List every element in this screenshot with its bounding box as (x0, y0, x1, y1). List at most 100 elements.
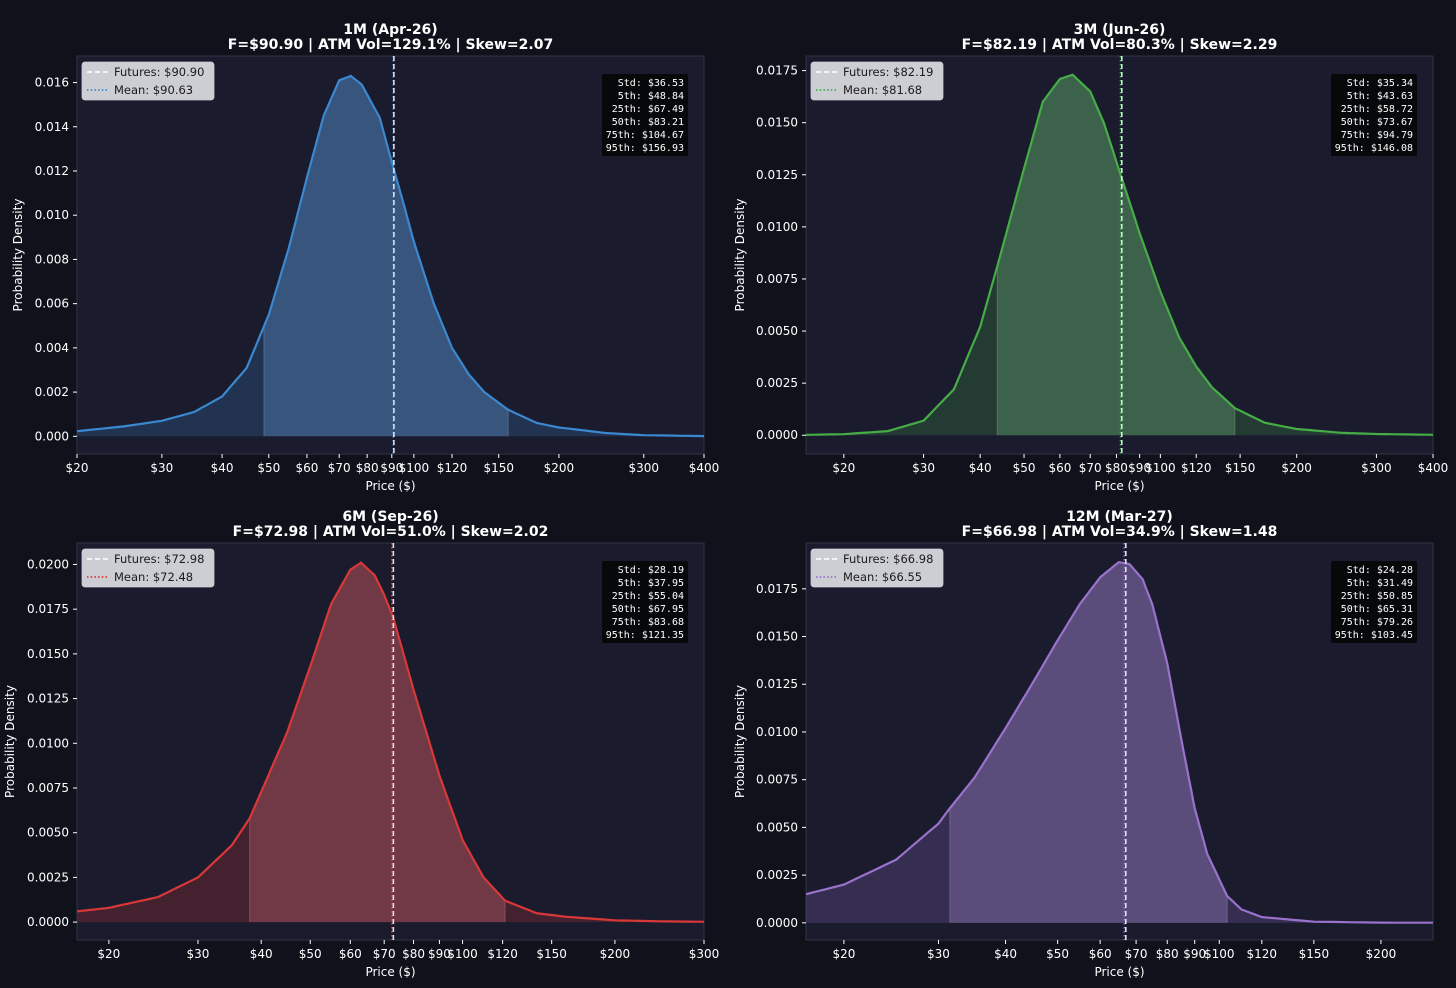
legend-futures-label: Futures: $72.98 (114, 552, 204, 566)
x-tick-label: $90 (1183, 947, 1206, 961)
legend: Futures: $90.90 Mean: $90.63 (81, 61, 215, 101)
x-tick-label: $100 (1204, 947, 1235, 961)
x-tick-label: $70 (373, 947, 396, 961)
x-tick-label: $300 (689, 947, 720, 961)
central-range-tint (949, 562, 1228, 923)
x-tick-label: $90 (1128, 461, 1151, 475)
y-tick-label: 0.0200 (27, 557, 69, 571)
x-tick-label: $300 (1361, 461, 1392, 475)
stats-line: 50th: $73.67 (1341, 117, 1413, 128)
chart-title: 1M (Apr-26) (343, 22, 437, 38)
stats-line: Std: $28.19 (618, 565, 684, 576)
x-tick-label: $50 (299, 947, 322, 961)
chart-subtitle: F=$72.98 | ATM Vol=51.0% | Skew=2.02 (233, 524, 549, 540)
y-tick-label: 0.0050 (756, 820, 798, 834)
x-tick-label: $120 (437, 461, 468, 475)
x-tick-label: $20 (832, 947, 855, 961)
y-tick-label: 0.016 (35, 76, 69, 90)
stats-line: 5th: $37.95 (618, 578, 684, 589)
stats-line: 5th: $31.49 (1347, 578, 1413, 589)
y-tick-label: 0.0175 (756, 64, 798, 78)
x-axis-label: Price ($) (1094, 965, 1144, 979)
legend-futures-label: Futures: $90.90 (114, 65, 204, 79)
y-tick-label: 0.0175 (27, 602, 69, 616)
stats-line: 50th: $65.31 (1341, 604, 1413, 615)
stats-box: Std: $36.53 5th: $48.84 25th: $67.49 50th: … (602, 74, 688, 156)
chart-subtitle: F=$82.19 | ATM Vol=80.3% | Skew=2.29 (962, 37, 1278, 53)
central-range-tint (249, 562, 506, 923)
x-tick-label: $80 (356, 461, 379, 475)
x-tick-label: $40 (250, 947, 273, 961)
x-tick-label: $150 (1299, 947, 1330, 961)
stats-line: 75th: $94.79 (1341, 130, 1413, 141)
y-tick-label: 0.0050 (756, 324, 798, 338)
y-tick-label: 0.0150 (756, 116, 798, 130)
plot-area (805, 542, 1434, 941)
y-axis-label: Probability Density (733, 685, 747, 798)
y-tick-label: 0.0125 (756, 168, 798, 182)
x-tick-label: $40 (969, 461, 992, 475)
y-tick-label: 0.012 (35, 164, 69, 178)
x-tick-label: $200 (1366, 947, 1397, 961)
stats-line: 50th: $67.95 (612, 604, 684, 615)
legend-mean-label: Mean: $66.55 (843, 570, 922, 584)
stats-line: 5th: $43.63 (1347, 91, 1413, 102)
x-tick-label: $70 (1125, 947, 1148, 961)
legend-mean-label: Mean: $72.48 (114, 570, 193, 584)
x-tick-label: $40 (211, 461, 234, 475)
y-tick-label: 0.0075 (756, 272, 798, 286)
stats-box-bg (602, 74, 688, 156)
y-axis-label: Probability Density (11, 199, 25, 312)
y-tick-label: 0.0175 (756, 582, 798, 596)
stats-line: 95th: $103.45 (1335, 630, 1413, 641)
density-line (806, 560, 1433, 924)
density-line (806, 73, 1433, 436)
plot-area (76, 55, 705, 455)
chart-title: 6M (Sep-26) (342, 509, 438, 525)
x-tick-label: $30 (927, 947, 950, 961)
x-tick-label: $60 (339, 947, 362, 961)
y-tick-label: 0.0125 (756, 677, 798, 691)
stats-line: 5th: $48.84 (618, 91, 684, 102)
tail-area (77, 562, 704, 923)
x-tick-label: $100 (447, 947, 478, 961)
y-tick-label: 0.0150 (756, 630, 798, 644)
stats-line: Std: $24.28 (1347, 565, 1413, 576)
tail-area (806, 74, 1433, 436)
stats-line: 25th: $55.04 (612, 591, 684, 602)
legend-box (81, 548, 215, 588)
density-line (77, 74, 704, 438)
stats-box: Std: $24.28 5th: $31.49 25th: $50.85 50th: … (1331, 561, 1417, 643)
y-tick-label: 0.0000 (756, 428, 798, 442)
legend-box (81, 61, 215, 101)
x-tick-label: $150 (1225, 461, 1256, 475)
y-tick-label: 0.0025 (27, 870, 69, 884)
chart-panel-2: 3M (Jun-26)F=$82.19 | ATM Vol=80.3% | Sk… (733, 22, 1448, 493)
y-axis-label: Probability Density (3, 685, 17, 798)
tail-area (806, 562, 1433, 923)
x-tick-label: $400 (689, 461, 720, 475)
x-tick-label: $30 (912, 461, 935, 475)
legend: Futures: $66.98 Mean: $66.55 (810, 548, 944, 588)
x-tick-label: $50 (257, 461, 280, 475)
stats-line: 95th: $146.08 (1335, 143, 1413, 154)
x-tick-label: $200 (1281, 461, 1312, 475)
central-range-area (949, 562, 1228, 923)
y-tick-label: 0.000 (35, 429, 69, 443)
stats-line: Std: $36.53 (618, 78, 684, 89)
chart-panel-3: 6M (Sep-26)F=$72.98 | ATM Vol=51.0% | Sk… (3, 509, 719, 979)
y-tick-label: 0.0025 (756, 376, 798, 390)
stats-line: 50th: $83.21 (612, 117, 684, 128)
legend-box (810, 548, 944, 588)
x-tick-label: $60 (1089, 947, 1112, 961)
x-tick-label: $20 (832, 461, 855, 475)
y-tick-label: 0.004 (35, 341, 69, 355)
stats-line: 95th: $121.35 (606, 630, 684, 641)
x-axis-label: Price ($) (365, 479, 415, 493)
y-tick-label: 0.0100 (756, 725, 798, 739)
x-tick-label: $120 (1181, 461, 1212, 475)
plot-layer (806, 56, 1433, 454)
stats-line: 95th: $156.93 (606, 143, 684, 154)
